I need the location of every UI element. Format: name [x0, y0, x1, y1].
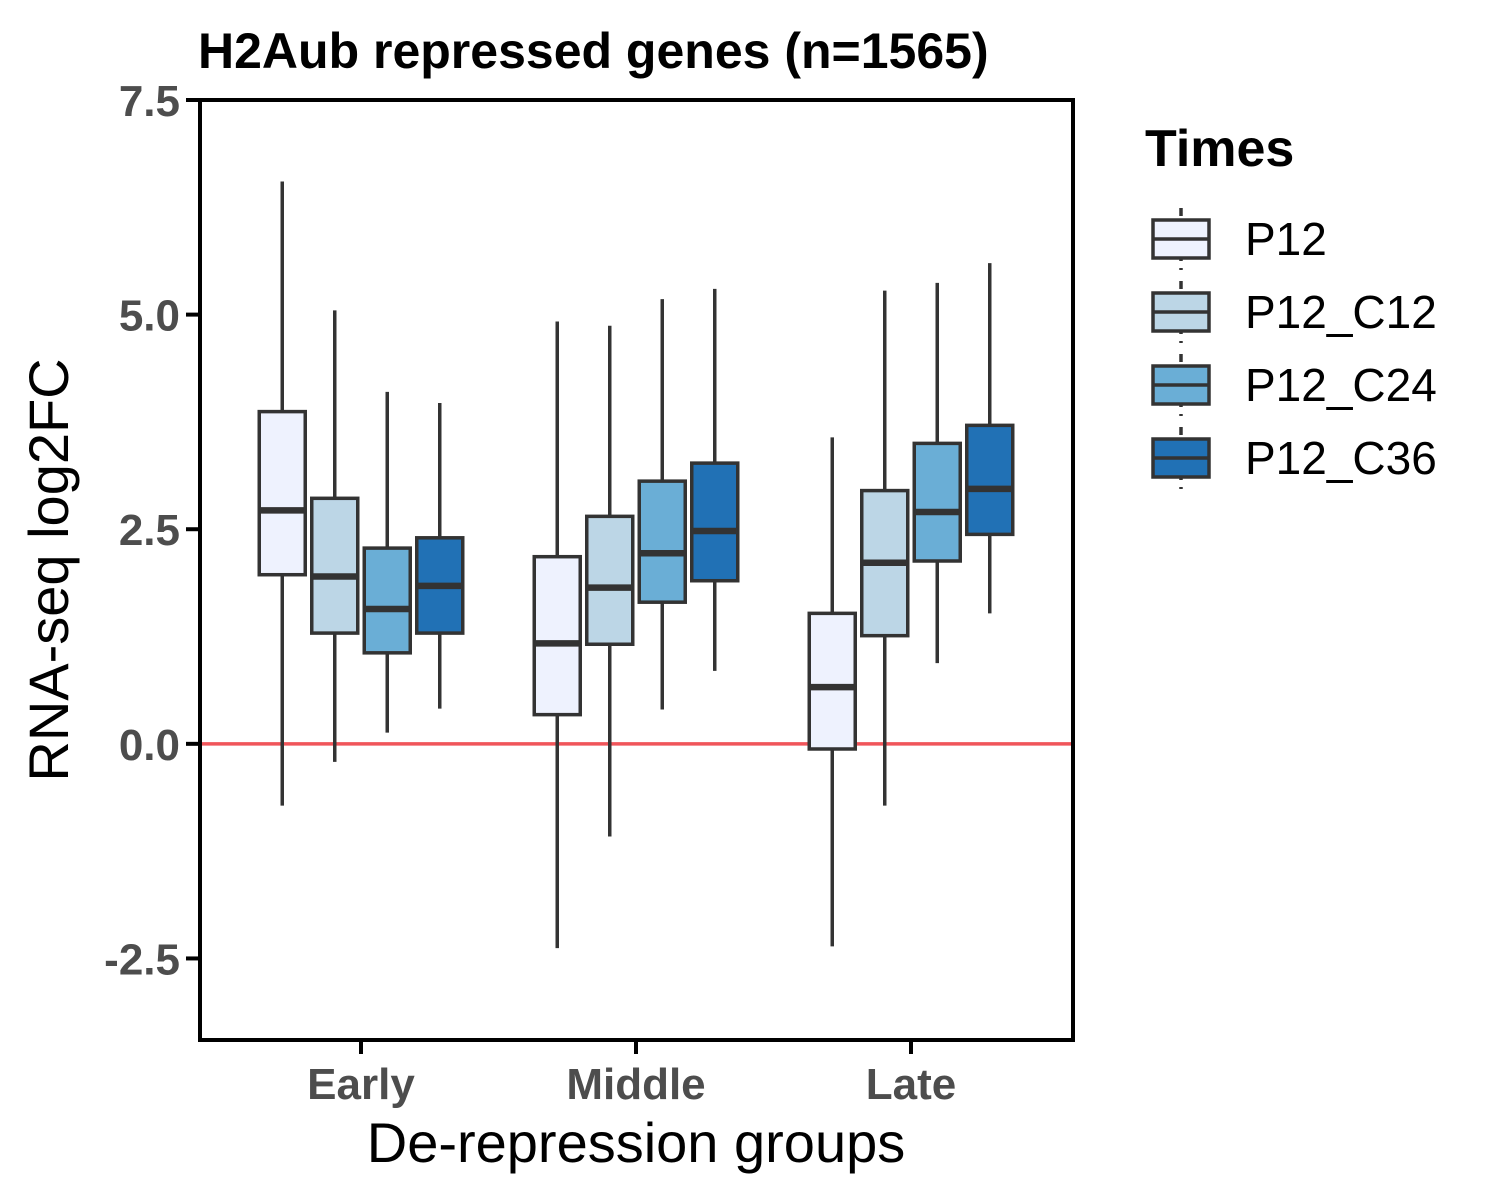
- box-iqr: [310, 496, 360, 635]
- box-early-p12: [257, 181, 307, 806]
- y-tick-label: 0.0: [119, 721, 180, 770]
- box-middle-p12: [532, 321, 582, 949]
- box-late-p12-c12: [860, 290, 910, 806]
- legend-label: P12_C12: [1245, 286, 1437, 338]
- plot-area: -2.5 0.0 2.5 5.0 7.5 Early Middle Late: [104, 77, 1075, 1109]
- x-tick-label: Middle: [566, 1060, 705, 1109]
- legend-label: P12_C36: [1245, 432, 1437, 484]
- legend-label: P12: [1245, 213, 1327, 265]
- y-tick-label: 7.5: [119, 77, 180, 126]
- legend-item-p12: P12: [1151, 208, 1327, 270]
- box-iqr: [637, 479, 687, 604]
- box-early-p12-c36: [415, 403, 465, 709]
- legend-title: Times: [1145, 120, 1294, 178]
- box-iqr: [690, 461, 740, 583]
- box-iqr: [362, 546, 412, 655]
- box-middle-p12-c24: [637, 299, 687, 710]
- y-axis-title: RNA-seq log2FC: [17, 358, 80, 781]
- box-early-p12-c24: [362, 391, 412, 733]
- box-late-p12: [807, 437, 857, 947]
- legend: P12 P12_C12 P12_C24 P12_C36: [1151, 208, 1437, 489]
- box-early-p12-c12: [310, 310, 360, 762]
- box-iqr: [807, 611, 857, 751]
- x-tick-label: Early: [307, 1060, 415, 1109]
- box-middle-p12-c12: [585, 325, 635, 837]
- legend-item-p12-c36: P12_C36: [1151, 427, 1437, 489]
- legend-item-p12-c12: P12_C12: [1151, 281, 1437, 343]
- chart-title: H2Aub repressed genes (n=1565): [198, 23, 989, 79]
- box-iqr: [965, 423, 1015, 537]
- box-late-p12-c36: [965, 263, 1015, 614]
- box-iqr: [585, 514, 635, 647]
- y-tick-label: -2.5: [104, 935, 180, 984]
- y-tick-label: 2.5: [119, 506, 180, 555]
- y-tick-label: 5.0: [119, 292, 180, 341]
- box-iqr: [257, 409, 307, 577]
- legend-item-p12-c24: P12_C24: [1151, 354, 1437, 416]
- box-middle-p12-c36: [690, 288, 740, 671]
- legend-label: P12_C24: [1245, 359, 1437, 411]
- box-iqr: [912, 441, 962, 563]
- box-late-p12-c24: [912, 282, 962, 664]
- x-axis-title: De-repression groups: [367, 1111, 905, 1174]
- box-iqr: [532, 554, 582, 717]
- x-tick-label: Late: [866, 1060, 956, 1109]
